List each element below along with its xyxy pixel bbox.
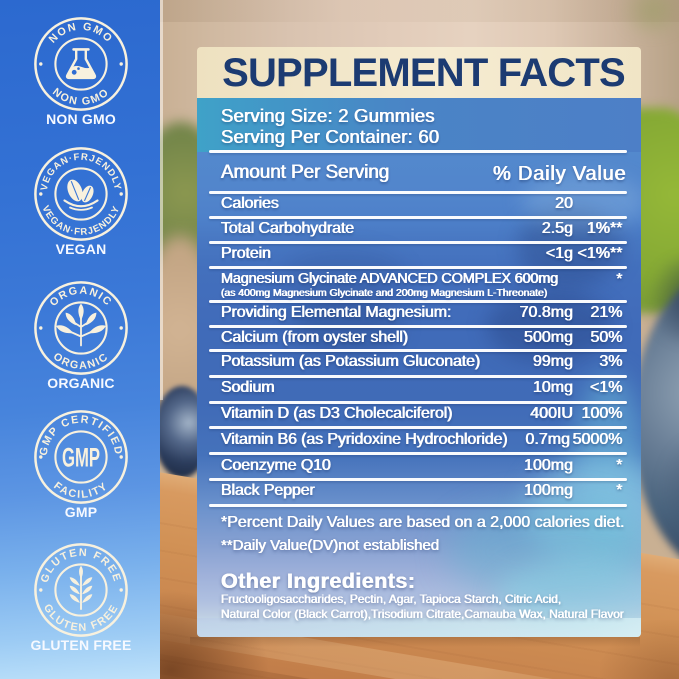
svg-text:GMP: GMP xyxy=(62,443,100,473)
